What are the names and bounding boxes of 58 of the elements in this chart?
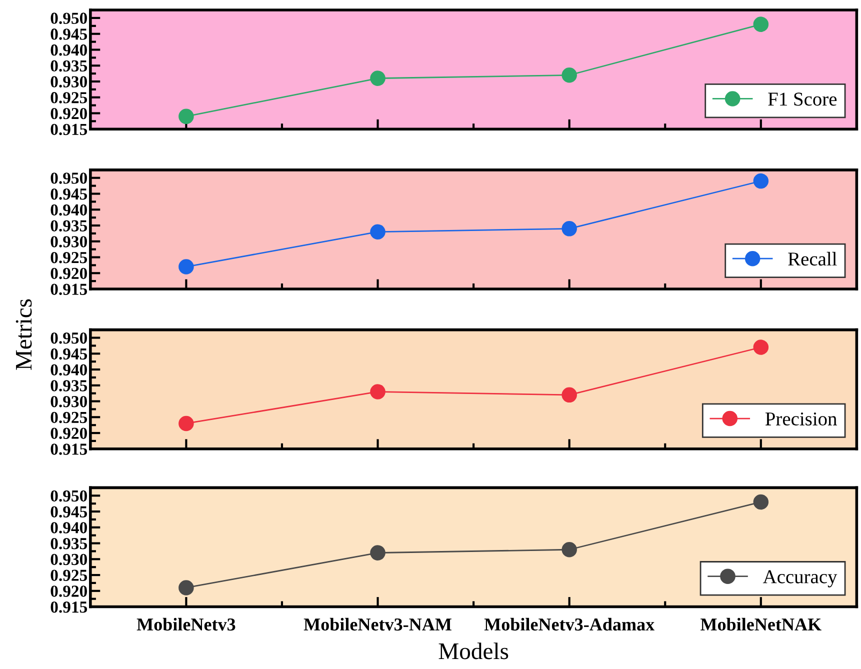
y-tick-label: 0.935 [50, 380, 88, 392]
legend-label: Precision [765, 412, 837, 426]
y-tick-label: 0.940 [50, 204, 87, 216]
point [562, 387, 577, 403]
point [562, 67, 577, 83]
point [370, 384, 386, 400]
x-tick-label: MobileNetv3-Adamax [484, 618, 654, 631]
y-tick-label: 0.935 [50, 220, 88, 232]
legend-label: Accuracy [762, 570, 838, 588]
point [753, 173, 769, 189]
y-tick-label: 0.915 [50, 284, 88, 296]
y-tick-label: 0.930 [50, 396, 87, 408]
x-tick-label: MobileNetv3-NAM [304, 618, 452, 631]
y-tick-label: 0.945 [50, 506, 88, 518]
point [370, 224, 386, 240]
point [753, 16, 769, 32]
y-tick-label: 0.915 [50, 601, 88, 613]
legend-label: Recall [788, 252, 837, 266]
y-tick-label: 0.920 [50, 586, 87, 597]
y-tick-label: 0.925 [50, 570, 88, 582]
point [178, 259, 194, 274]
point [178, 416, 194, 432]
y-tick-label: 0.940 [50, 44, 87, 56]
y-tick-label: 0.930 [50, 76, 87, 88]
x-axis-title: Models [438, 642, 508, 660]
point [753, 494, 769, 510]
y-tick-label: 0.945 [50, 28, 88, 40]
y-tick-label: 0.920 [50, 108, 87, 120]
y-tick-label: 0.915 [50, 444, 88, 455]
y-tick-label: 0.915 [50, 124, 88, 136]
y-tick-label: 0.930 [50, 236, 87, 248]
point [753, 340, 769, 355]
y-tick-label: 0.940 [50, 522, 87, 534]
point [370, 70, 386, 86]
point [178, 580, 194, 596]
x-tick-label: MobileNetv3 [136, 618, 236, 631]
y-tick-label: 0.940 [50, 364, 87, 376]
y-tick-label: 0.945 [50, 188, 88, 200]
point [178, 108, 194, 124]
point [370, 545, 386, 560]
y-tick-label: 0.950 [50, 12, 87, 24]
y-tick-label: 0.920 [50, 268, 87, 280]
y-tick-label: 0.950 [50, 490, 87, 502]
y-tick-label: 0.935 [50, 538, 88, 550]
y-tick-label: 0.935 [50, 60, 88, 72]
y-tick-label: 0.925 [50, 92, 88, 104]
y-tick-label: 0.925 [50, 412, 88, 424]
point [562, 542, 577, 558]
legend-label: F1 Score [768, 92, 837, 106]
y-tick-label: 0.930 [50, 554, 87, 566]
y-tick-label: 0.950 [50, 172, 87, 184]
y-tick-label: 0.920 [50, 428, 87, 440]
x-tick-label: MobileNetNAK [700, 618, 822, 631]
y-tick-label: 0.925 [50, 252, 88, 264]
y-tick-label: 0.945 [50, 348, 88, 360]
point [562, 221, 577, 236]
y-axis-title: Metrics [16, 299, 32, 370]
y-tick-label: 0.950 [50, 332, 87, 344]
